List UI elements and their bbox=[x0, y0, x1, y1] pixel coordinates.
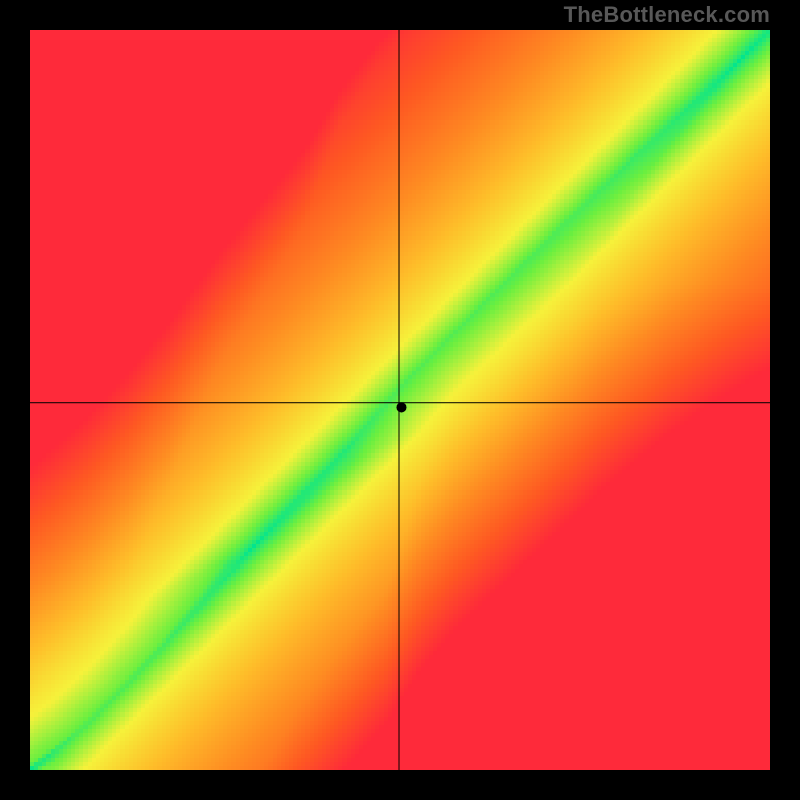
watermark-text: TheBottleneck.com bbox=[564, 2, 770, 28]
bottleneck-heatmap-canvas bbox=[0, 0, 800, 800]
chart-stage: TheBottleneck.com bbox=[0, 0, 800, 800]
